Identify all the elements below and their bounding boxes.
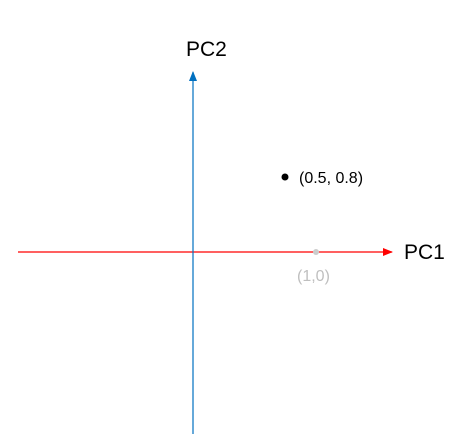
point-label-2: (1,0) <box>297 268 330 285</box>
x-axis-label: PC1 <box>404 241 445 264</box>
point-label-1: (0.5, 0.8) <box>299 170 363 187</box>
point-marker-2 <box>313 249 319 255</box>
y-axis-label: PC2 <box>186 38 227 61</box>
point-marker-1 <box>281 173 289 181</box>
